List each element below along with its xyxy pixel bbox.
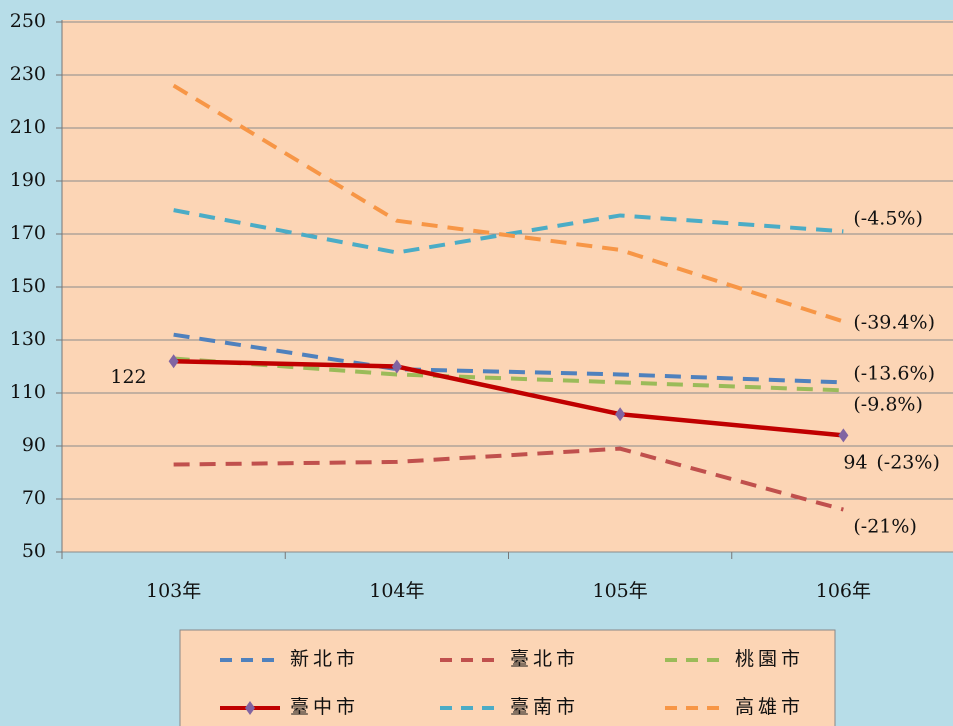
y-tick-label: 110 xyxy=(10,381,46,403)
y-tick-label: 90 xyxy=(22,434,46,456)
marker xyxy=(168,354,179,369)
y-tick-label: 230 xyxy=(10,63,46,85)
y-tick-label: 130 xyxy=(10,328,46,350)
end-label: (-13.6%) xyxy=(853,362,935,384)
x-tick-label: 106年 xyxy=(816,580,871,602)
series-line xyxy=(172,83,844,324)
legend-label: 臺北市 xyxy=(510,648,579,670)
series-line xyxy=(173,358,844,438)
legend-marker xyxy=(245,701,255,715)
y-tick-label: 210 xyxy=(10,116,46,138)
legend-label: 臺中市 xyxy=(290,696,359,718)
y-tick-label: 70 xyxy=(22,487,46,509)
series-line xyxy=(173,332,844,385)
end-label: (-23%) xyxy=(876,451,939,473)
value-label: 94 xyxy=(843,451,867,473)
legend-label: 高雄市 xyxy=(735,696,804,718)
y-tick-label: 170 xyxy=(10,222,46,244)
y-tick-label: 50 xyxy=(22,540,46,562)
y-tick-label: 150 xyxy=(10,275,46,297)
y-tick-label: 250 xyxy=(10,10,46,32)
end-label: (-9.8%) xyxy=(853,393,923,415)
end-label: (-21%) xyxy=(853,516,916,538)
marker xyxy=(615,407,626,422)
value-label: 122 xyxy=(110,366,146,388)
legend-label: 新北市 xyxy=(290,648,359,670)
legend-box xyxy=(179,629,836,726)
x-tick-label: 103年 xyxy=(146,580,201,602)
marker xyxy=(391,359,402,374)
end-label: (-4.5%) xyxy=(853,207,923,229)
marker xyxy=(838,428,849,443)
legend-label: 桃園市 xyxy=(735,648,804,670)
y-tick-label: 190 xyxy=(10,169,46,191)
end-label: (-39.4%) xyxy=(853,311,935,333)
x-tick-label: 104年 xyxy=(369,580,424,602)
series-line xyxy=(173,356,844,393)
legend-label: 臺南市 xyxy=(510,696,579,718)
x-tick-label: 105年 xyxy=(592,580,647,602)
series-line xyxy=(173,446,844,512)
